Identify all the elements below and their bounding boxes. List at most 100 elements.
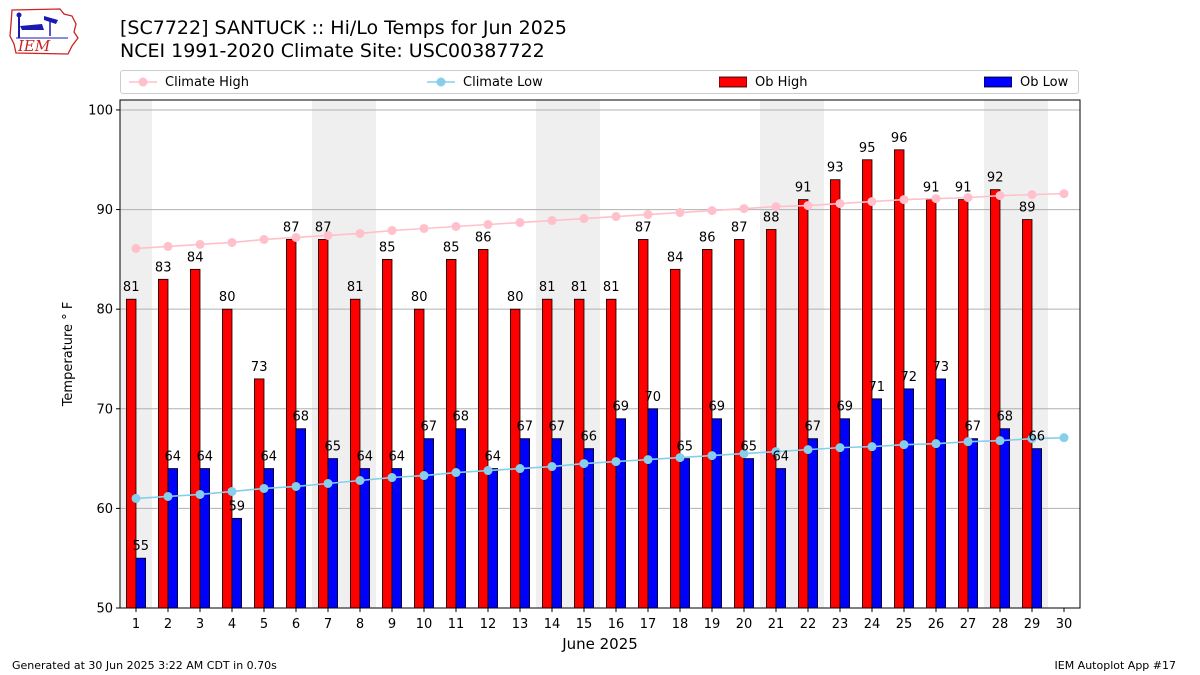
climate-low-line [135,436,1065,500]
x-tick-label: 17 [640,617,657,632]
ob-low-bar [807,438,819,609]
x-tick-label: 9 [388,617,396,632]
climate-high-point [259,234,269,244]
ob-high-label: 81 [123,280,140,295]
x-tick-label: 13 [512,617,529,632]
ob-high-label: 84 [187,250,204,265]
x-tick-label: 23 [832,617,849,632]
ob-low-bar [199,468,211,609]
ob-high-label: 87 [315,220,332,235]
legend: Climate High Climate Low Ob High Ob Low [120,70,1079,94]
climate-low-point [323,478,333,488]
x-tick-label: 12 [480,617,497,632]
ob-high-bar [638,239,649,609]
ob-low-label: 55 [133,539,150,554]
ob-low-bar [295,428,307,609]
legend-item-ob-low: Ob Low [984,74,1068,90]
ob-low-bar [647,408,659,609]
ob-high-bar [574,298,585,609]
ob-high-label: 83 [155,260,172,275]
climate-high-point [547,216,557,226]
ob-low-label: 66 [1029,430,1046,445]
climate-high-point [643,210,653,220]
ob-high-bar [606,298,617,609]
climate-low-point [771,447,781,457]
x-tick-label: 24 [864,617,881,632]
ob-low-bar [615,418,627,609]
ob-low-label: 64 [773,450,790,465]
x-tick-label: 16 [608,617,625,632]
ob-low-label: 64 [165,450,182,465]
ob-low-bar [999,428,1011,609]
ob-high-bar [1022,219,1033,609]
x-tick-label: 19 [704,617,721,632]
legend-label: Ob High [755,74,808,90]
ob-low-label: 67 [517,420,534,435]
ob-high-bar [317,239,329,609]
climate-high-point [899,195,909,205]
climate-low-point [611,457,621,467]
ob-low-label: 59 [229,499,246,514]
climate-high-point [387,225,397,235]
ob-high-label: 93 [827,161,844,176]
climate-high-point [835,199,845,209]
climate-low-point [291,481,301,491]
ob-low-label: 68 [293,410,310,425]
x-tick-label: 29 [1024,617,1041,632]
climate-low-point [899,440,909,450]
x-tick-label: 8 [356,617,364,632]
ob-high-label: 85 [443,240,460,255]
ob-high-label: 81 [571,280,588,295]
legend-label: Climate High [165,74,250,90]
ob-high-label: 81 [539,280,556,295]
ob-low-label: 71 [869,380,886,395]
ob-low-bar [967,438,979,609]
ob-low-label: 66 [581,430,598,445]
ob-low-label: 67 [421,420,438,435]
ob-high-label: 80 [219,290,236,305]
ob-high-bar [926,199,937,609]
ob-low-bar [711,418,723,609]
climate-low-point [739,449,749,459]
ob-high-bar [766,229,777,609]
climate-low-point [547,462,557,472]
ob-low-bar [167,468,179,609]
ob-high-swatch [719,76,747,88]
ob-high-bar [126,298,137,609]
ob-low-bar [775,468,787,609]
climate-low-point [995,436,1005,446]
y-tick-label: 80 [96,303,113,318]
ob-high-bar [509,308,521,609]
y-tick-label: 100 [88,103,113,118]
climate-low-swatch [427,77,455,87]
ob-high-label: 81 [347,280,364,295]
ob-high-label: 88 [763,210,780,225]
ob-high-bar [542,298,553,609]
ob-high-label: 87 [731,220,748,235]
ob-low-bar [423,438,435,609]
ob-low-label: 65 [325,440,342,455]
climate-low-point [355,476,365,486]
climate-high-point [771,202,781,212]
plot-frame [119,99,1081,609]
ob-low-label: 68 [453,410,470,425]
climate-low-point [483,466,493,476]
ob-low-label: 72 [901,370,918,385]
climate-high-point [355,228,365,238]
legend-item-ob-high: Ob High [719,74,808,90]
ob-low-label: 69 [613,400,630,415]
ob-high-label: 86 [475,230,492,245]
x-tick-label: 10 [416,617,433,632]
ob-low-label: 65 [741,440,758,455]
ob-high-bar [445,258,457,609]
climate-high-swatch [129,77,157,87]
climate-high-point [611,212,621,222]
climate-low-point [963,437,973,447]
y-tick-label: 50 [96,602,113,617]
ob-low-label: 67 [549,420,566,435]
ob-low-bar [935,378,947,609]
ob-high-bar [413,308,425,609]
climate-low-point [931,439,941,449]
climate-low-point [451,468,461,478]
ob-low-label: 68 [997,410,1014,425]
